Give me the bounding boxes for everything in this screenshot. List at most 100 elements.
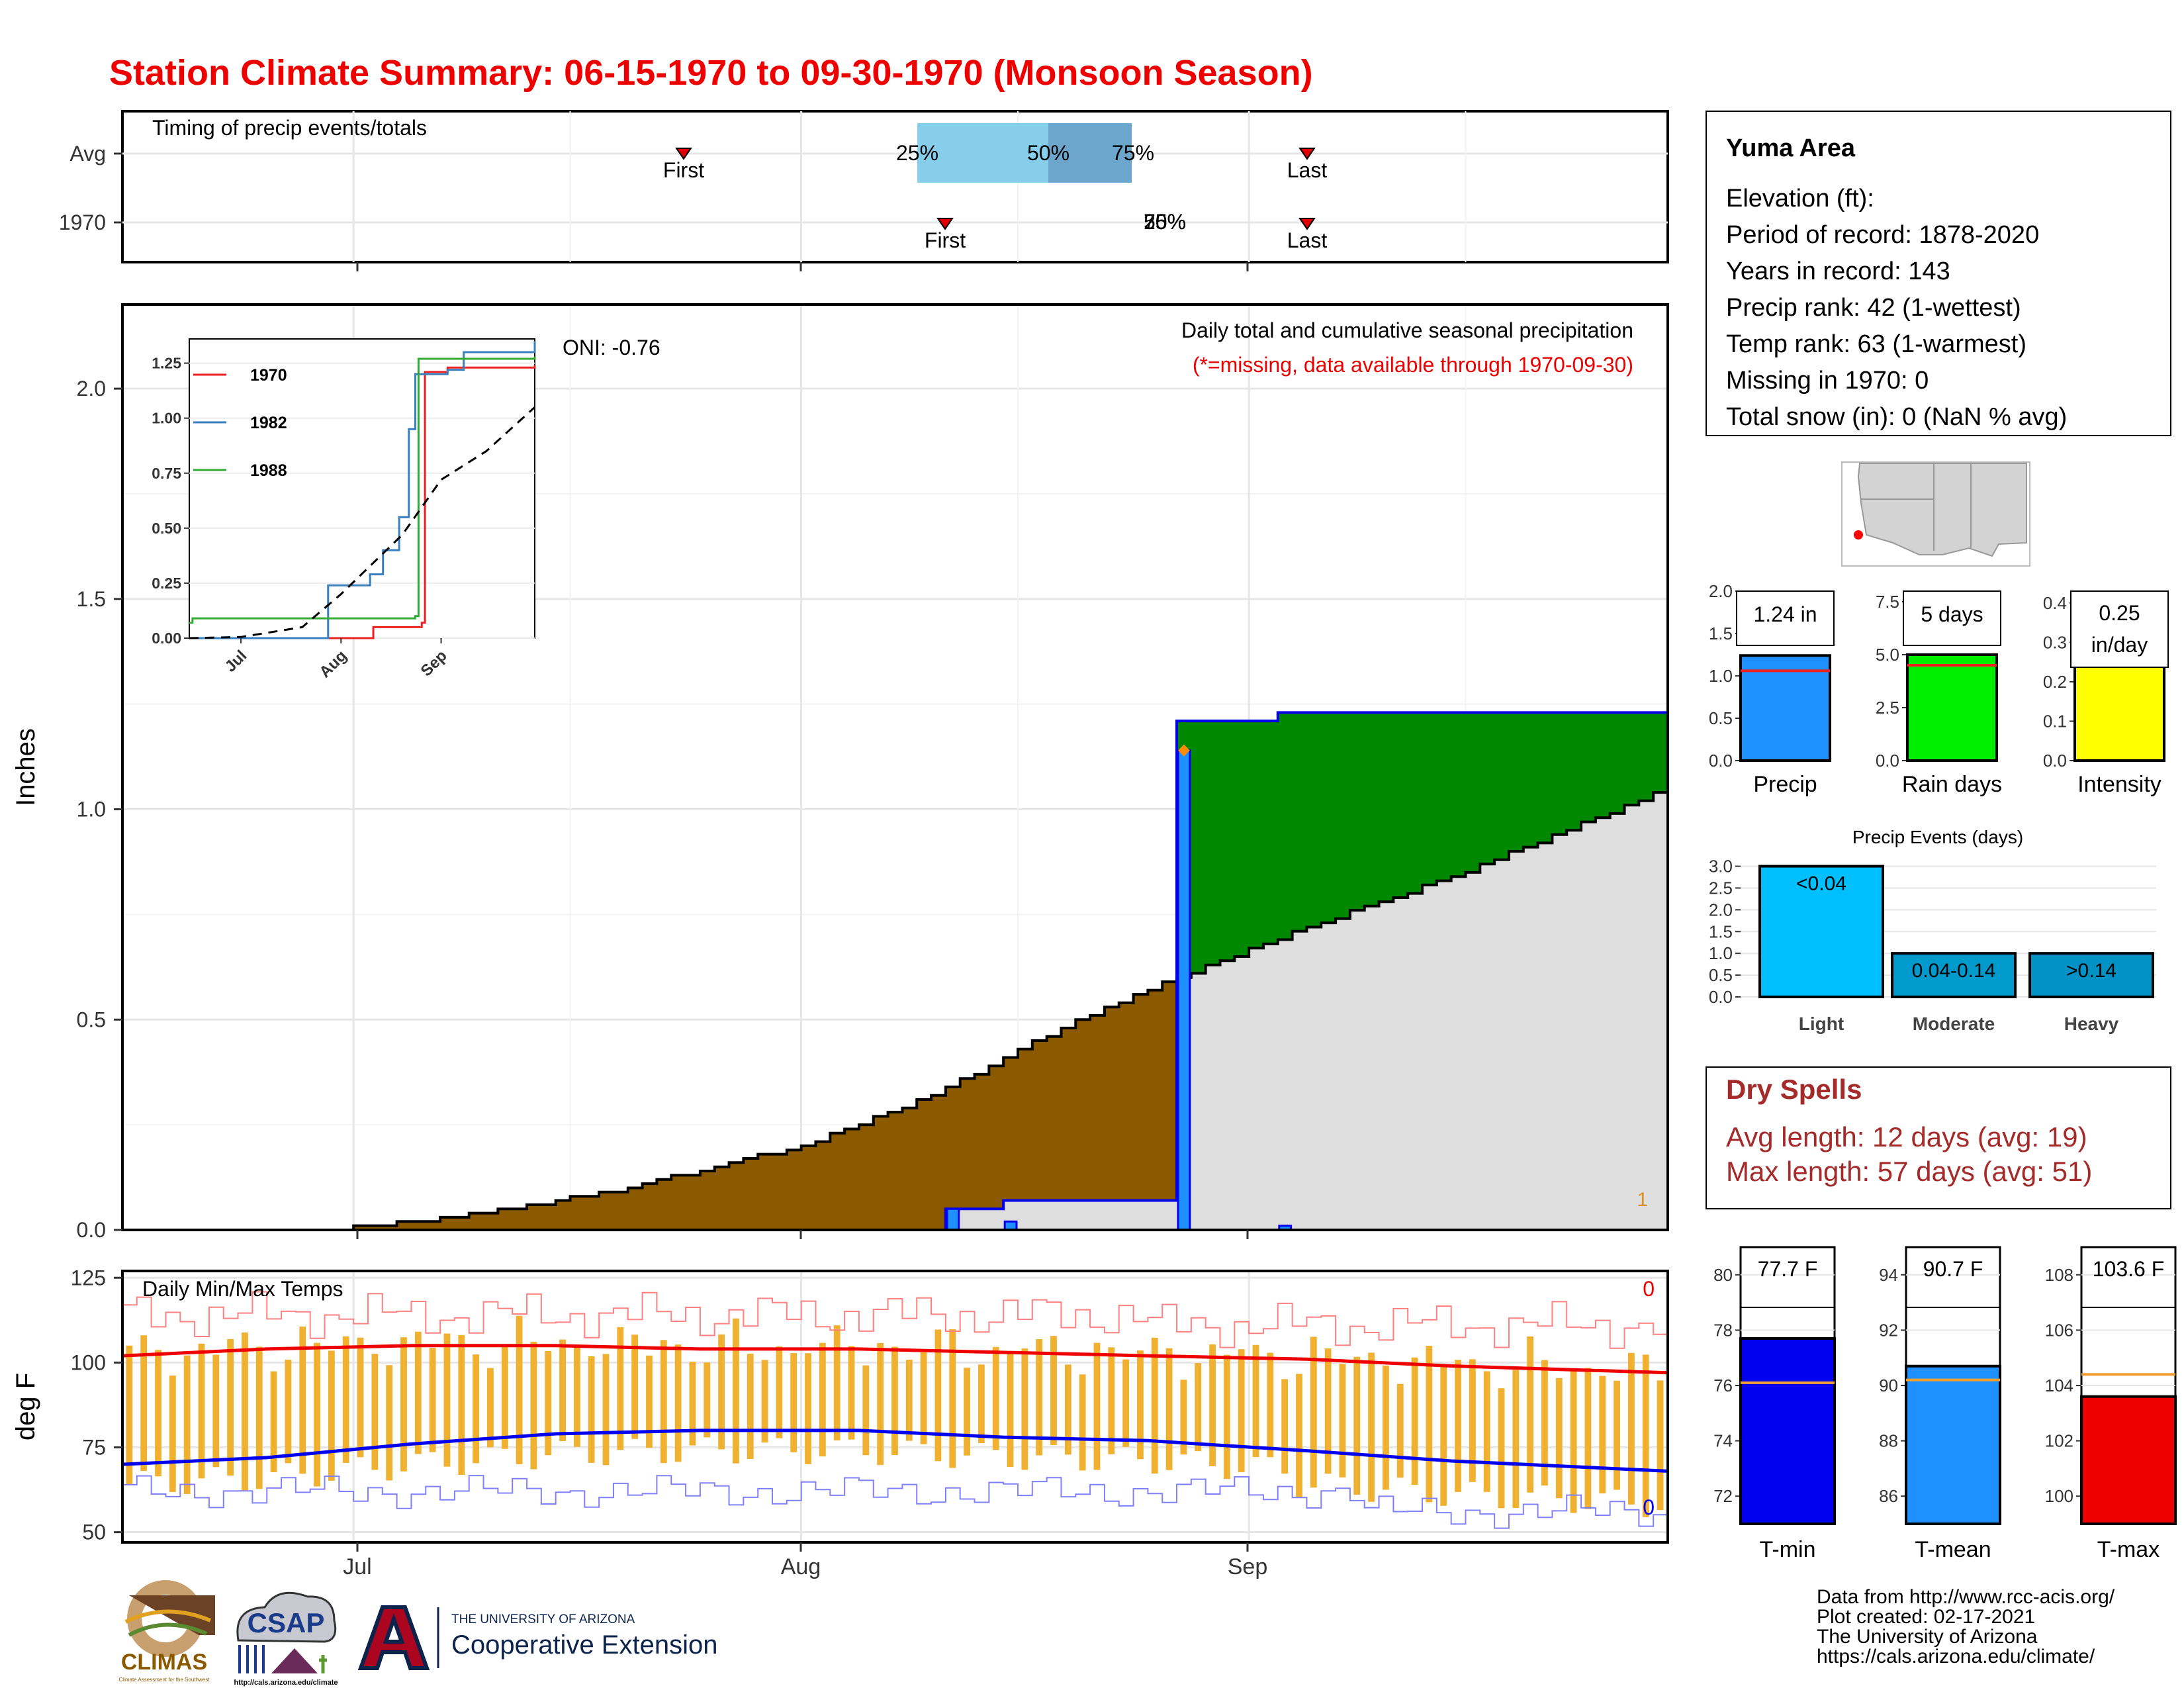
above-normal-area-segment [1234, 721, 1250, 957]
record-high-line [122, 1291, 1668, 1349]
below-normal-area-segment [844, 1129, 860, 1230]
daily-temp-bar [212, 1354, 220, 1468]
below-normal-area-segment [786, 1150, 802, 1230]
daily-temp-bar [761, 1360, 768, 1443]
daily-temp-bar [169, 1375, 176, 1492]
below-normal-area-segment [599, 1192, 614, 1230]
above-normal-area-segment [1567, 712, 1582, 831]
temp-bar-value-label: 77.7 F [1758, 1257, 1818, 1281]
temp-bar-T-max [2080, 1395, 2177, 1525]
temp-bar-y-tick-label: 92 [1879, 1320, 1898, 1340]
y1970-last-label: Last [1287, 228, 1328, 252]
daily-temp-bar [443, 1333, 451, 1467]
above-normal-area-segment [1537, 712, 1553, 843]
climas-logo: CLIMAS Climate Assessment for the Southw… [119, 1580, 215, 1683]
below-normal-area-segment [1133, 994, 1148, 1201]
above-normal-area-segment [1581, 712, 1596, 822]
precip-y-tick-label: 1.0 [77, 798, 106, 821]
daily-temp-bar [1512, 1370, 1520, 1508]
csap-logo-url: http://cals.arizona.edu/climate [234, 1679, 338, 1687]
daily-temp-bar [1180, 1380, 1187, 1455]
daily-temp-bar [819, 1342, 826, 1457]
above-normal-area-segment [1494, 712, 1510, 860]
mini-bar-y-tick-label: 0.4 [2043, 593, 2067, 613]
avg-last-label: Last [1287, 158, 1328, 182]
dry-spells-avg: Avg length: 12 days (avg: 19) [1726, 1121, 2087, 1152]
temp-bar-category-label: T-max [2097, 1537, 2160, 1562]
mini-bar-y-tick-label: 1.0 [1709, 666, 1733, 686]
inset-y-tick-label: 0.25 [152, 575, 181, 592]
events-bar-Light [1758, 865, 1884, 999]
mini-bar-value-box [1903, 590, 2001, 646]
above-normal-area-segment [1191, 721, 1206, 974]
above-normal-area-segment [1451, 712, 1466, 877]
daily-temp-bar [992, 1346, 999, 1450]
events-y-tick-label: 2.5 [1709, 878, 1733, 898]
inset-legend-label-1982: 1982 [250, 414, 287, 432]
precip-panel-frame [121, 303, 1669, 1231]
daily-temp-bar [1021, 1348, 1028, 1470]
below-normal-area-segment [743, 1158, 758, 1230]
daily-temp-bar [530, 1341, 537, 1470]
dry-spells-title: Dry Spells [1726, 1074, 1862, 1105]
daily-temp-bar [704, 1362, 711, 1438]
footer-credits: Data from http://www.rcc-acis.org/ Plot … [1817, 1586, 2115, 1667]
below-normal-area-segment [830, 1133, 845, 1230]
precip-corner-count: 1 [1637, 1189, 1648, 1211]
above-normal-area-segment [1552, 712, 1567, 835]
daily-temp-bar [270, 1371, 277, 1473]
inset-line-1970 [189, 365, 536, 639]
daily-temp-bar [1383, 1365, 1389, 1490]
below-normal-area-segment [613, 1192, 629, 1230]
daily-temp-bar [1411, 1357, 1418, 1485]
below-normal-area-segment [945, 1086, 961, 1209]
above-normal-area-segment [1653, 712, 1668, 793]
inset-y-tick-label: 0.00 [152, 630, 181, 647]
mini-bar-y-tick-label: 2.5 [1876, 698, 1899, 718]
daily-temp-bar [1324, 1348, 1332, 1474]
inset-lines [189, 341, 536, 639]
daily-temp-bar [1151, 1337, 1158, 1474]
temp-bar-y-tick-label: 76 [1713, 1376, 1733, 1395]
daily-temp-bar [1296, 1374, 1302, 1497]
daily-temp-bar [255, 1346, 263, 1489]
events-category-label: Light [1799, 1013, 1844, 1034]
temp-bar-category-label: T-mean [1915, 1537, 1991, 1562]
daily-temp-bar [949, 1329, 956, 1468]
temp-bar-y-tick-label: 72 [1713, 1486, 1733, 1506]
oni-label: ONI: -0.76 [563, 336, 660, 359]
events-bar-label: 0.04-0.14 [1912, 960, 1996, 982]
below-normal-area-segment [555, 1200, 570, 1230]
above-normal-area-segment [1393, 712, 1408, 898]
mini-bar-value-box [1736, 590, 1835, 646]
info-line-precip-rank: Precip rank: 42 (1-wettest) [1726, 294, 2021, 322]
daily-temp-bar [1064, 1364, 1071, 1455]
below-normal-area-segment [642, 1184, 657, 1230]
daily-temp-bar [1252, 1344, 1259, 1458]
ua-line2: Cooperative Extension [451, 1630, 717, 1660]
daily-temp-bar [1599, 1376, 1606, 1494]
daily-temp-bar [1642, 1354, 1649, 1517]
figure-title: Station Climate Summary: 06-15-1970 to 0… [109, 53, 1313, 93]
below-normal-area-segment [858, 1125, 874, 1230]
below-normal-area-segment [801, 1145, 816, 1230]
below-normal-area-segment [1148, 990, 1163, 1201]
daily-temp-bar [501, 1344, 508, 1449]
below-normal-area-segment [483, 1213, 498, 1230]
daily-temp-bar [934, 1329, 942, 1462]
temp-bar-value-label: 103.6 F [2093, 1257, 2165, 1281]
below-normal-area-segment [454, 1217, 470, 1230]
events-y-tick-label: 3.0 [1709, 857, 1733, 876]
mini-bar-y-tick-label: 0.0 [1876, 751, 1899, 771]
mini-bar-y-tick-label: 0.1 [2043, 711, 2067, 731]
station-name: Yuma Area [1726, 134, 1856, 162]
below-normal-area-segment [1090, 1015, 1105, 1201]
above-normal-area-segment [1364, 712, 1380, 906]
mini-bar-y-tick-label: 0.0 [2043, 751, 2067, 771]
mini-bar-y-tick-label: 5.0 [1876, 645, 1899, 665]
mini-bar-Rain days [1906, 653, 1998, 762]
precip-y-tick-label: 0.0 [77, 1218, 106, 1242]
y1970-last-marker [1298, 218, 1316, 230]
daily-temp-bar [487, 1368, 494, 1448]
